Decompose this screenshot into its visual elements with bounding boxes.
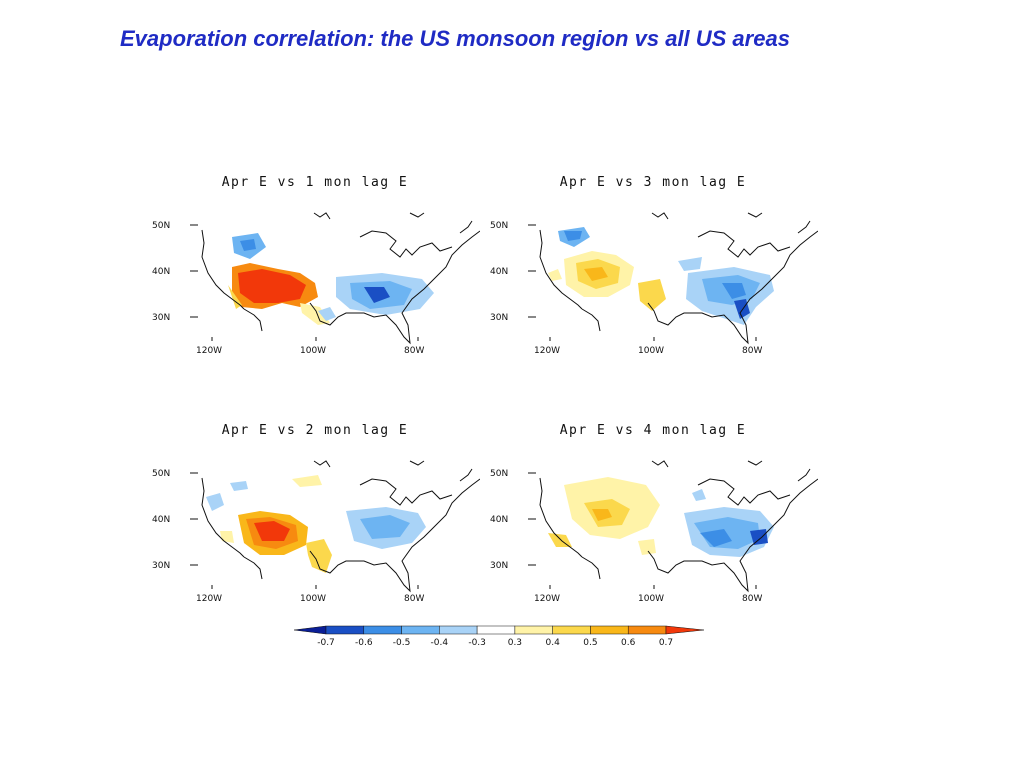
correlation-shading (548, 477, 774, 557)
colorbar-swatch (363, 625, 402, 635)
svg-text:50N: 50N (152, 221, 170, 231)
map-frame-ticks (190, 472, 419, 589)
colorbar-tick-label: -0.4 (431, 638, 449, 648)
map-frame-ticks (528, 224, 757, 341)
coastline-outline (201, 460, 480, 593)
panel-title: Apr E vs 3 mon lag E (559, 175, 747, 190)
colorbar-tick-label: -0.3 (468, 638, 486, 648)
colorbar-swatch (476, 625, 516, 635)
slide-title: Evaporation correlation: the US monsoon … (120, 26, 790, 51)
coastline-outline (539, 460, 818, 593)
colorbar-tick-label: 0.7 (659, 638, 673, 648)
correlation-shading (206, 475, 426, 573)
colorbar-swatches (293, 625, 705, 635)
colorbar-tick-label: -0.5 (393, 638, 411, 648)
colorbar-tick-label: 0.3 (508, 638, 522, 648)
colorbar-swatch (439, 625, 478, 635)
colorbar: -0.7 -0.6 -0.5 -0.4 -0.3 0.3 0.4 0.5 0.6 0.7 (293, 625, 705, 648)
latitude-labels: 50N 40N 30N (490, 469, 508, 571)
svg-text:50N: 50N (152, 469, 170, 479)
svg-text:50N: 50N (490, 221, 508, 231)
svg-text:80W: 80W (742, 594, 762, 604)
colorbar-tick-label: 0.5 (583, 638, 597, 648)
correlation-shading (548, 227, 774, 325)
colorbar-swatch (325, 625, 365, 635)
colorbar-swatch (627, 625, 667, 635)
svg-text:40N: 40N (152, 515, 170, 525)
svg-text:50N: 50N (490, 469, 508, 479)
colorbar-swatch (590, 625, 629, 635)
svg-text:100W: 100W (638, 594, 664, 604)
map-frame-ticks (528, 472, 757, 589)
colorbar-tick-label: 0.4 (546, 638, 561, 648)
svg-text:30N: 30N (490, 561, 508, 571)
svg-text:30N: 30N (152, 561, 170, 571)
svg-text:30N: 30N (152, 313, 170, 323)
svg-text:100W: 100W (638, 346, 664, 356)
map-frame-ticks (190, 224, 419, 341)
latitude-labels: 50N 40N 30N (152, 469, 170, 571)
svg-text:40N: 40N (490, 515, 508, 525)
map-panel-1-month-lag: Apr E vs 1 mon lag E (150, 175, 480, 365)
latitude-labels: 50N 40N 30N (490, 221, 508, 323)
svg-text:30N: 30N (490, 313, 508, 323)
coastline-outline (539, 212, 818, 345)
svg-text:120W: 120W (196, 346, 222, 356)
longitude-labels: 120W 100W 80W (196, 346, 424, 356)
svg-text:80W: 80W (404, 594, 424, 604)
panel-title: Apr E vs 1 mon lag E (221, 175, 409, 190)
longitude-labels: 120W 100W 80W (534, 346, 762, 356)
colorbar-swatch (552, 625, 591, 635)
longitude-labels: 120W 100W 80W (534, 594, 762, 604)
map-panel-3-month-lag: Apr E vs 3 mon lag E (488, 175, 818, 365)
panel-title: Apr E vs 2 mon lag E (221, 423, 409, 438)
coastline-outline (201, 212, 480, 345)
colorbar-legend: -0.7 -0.6 -0.5 -0.4 -0.3 0.3 0.4 0.5 0.6 0.7 (290, 624, 710, 648)
colorbar-tick-label: -0.6 (355, 638, 373, 648)
colorbar-labels: -0.7 -0.6 -0.5 -0.4 -0.3 0.3 0.4 0.5 0.6 0.7 (317, 638, 673, 648)
svg-text:40N: 40N (152, 267, 170, 277)
correlation-map: 50N 40N 30N 120W 100W 80W (490, 212, 818, 356)
correlation-map: 50N 40N 30N 120W 100W 80W (490, 460, 818, 604)
correlation-map: 50N 40N 30N 120W 100W 80W (152, 212, 480, 356)
svg-text:40N: 40N (490, 267, 508, 277)
svg-text:120W: 120W (534, 346, 560, 356)
svg-text:100W: 100W (300, 346, 326, 356)
latitude-labels: 50N 40N 30N (152, 221, 170, 323)
map-panel-4-month-lag: Apr E vs 4 mon lag E (488, 423, 818, 613)
svg-text:80W: 80W (742, 346, 762, 356)
svg-text:80W: 80W (404, 346, 424, 356)
colorbar-tick-label: 0.6 (621, 638, 636, 648)
svg-text:100W: 100W (300, 594, 326, 604)
svg-text:120W: 120W (196, 594, 222, 604)
colorbar-tick-label: -0.7 (317, 638, 335, 648)
correlation-map: 50N 40N 30N 120W 100W 80W (152, 460, 480, 604)
panel-title: Apr E vs 4 mon lag E (559, 423, 747, 438)
colorbar-swatch-max (665, 625, 705, 635)
colorbar-swatch (401, 625, 440, 635)
map-panel-2-month-lag: Apr E vs 2 mon lag E (150, 423, 480, 613)
longitude-labels: 120W 100W 80W (196, 594, 424, 604)
colorbar-swatch (514, 625, 553, 635)
svg-text:120W: 120W (534, 594, 560, 604)
correlation-shading (228, 233, 434, 325)
colorbar-swatch-min (293, 625, 327, 635)
